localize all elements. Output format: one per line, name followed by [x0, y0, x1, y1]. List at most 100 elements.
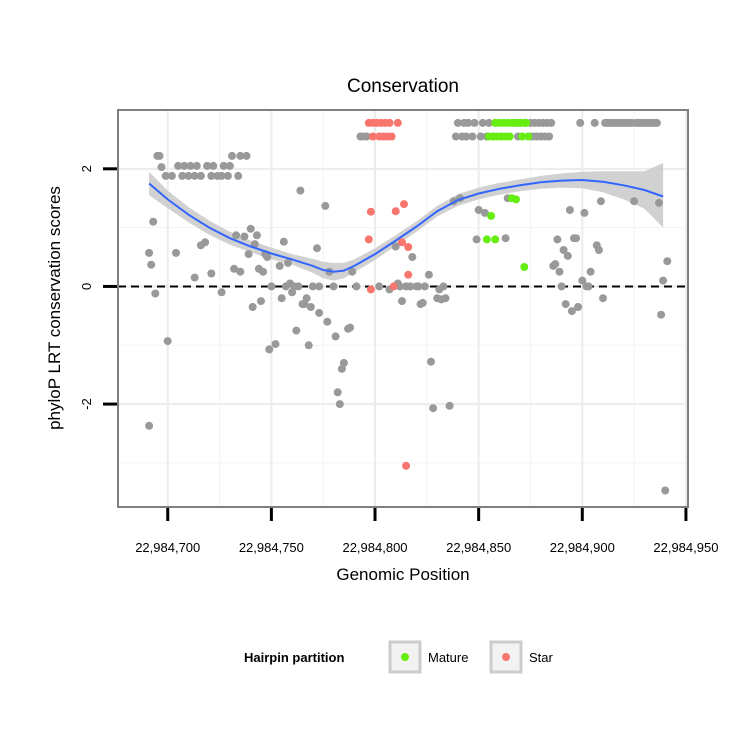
data-point-none — [594, 246, 603, 254]
data-point-none — [565, 206, 574, 214]
confidence-ribbon — [149, 162, 664, 281]
data-point-none — [155, 151, 164, 160]
data-point-none — [250, 240, 259, 249]
data-point-none — [279, 237, 288, 246]
data-point-star — [389, 282, 398, 291]
data-point-none — [468, 132, 477, 141]
data-point-none — [313, 244, 321, 253]
data-point-none — [559, 246, 568, 254]
data-point-none — [259, 267, 268, 276]
data-point-none — [333, 388, 342, 397]
data-point-none — [663, 257, 672, 266]
data-point-star — [398, 238, 406, 247]
data-point-none — [145, 248, 154, 257]
data-point-mature — [520, 263, 529, 271]
data-point-none — [657, 310, 666, 319]
data-point-star — [368, 132, 377, 141]
data-point-none — [462, 132, 471, 141]
data-point-none — [217, 288, 226, 297]
data-point-none — [296, 186, 305, 195]
smooth-trend-line — [148, 178, 664, 273]
data-point-none — [478, 118, 487, 127]
data-point-none — [275, 261, 284, 270]
data-point-mature — [505, 132, 514, 141]
x-tick-label: 22,984,700 — [135, 540, 200, 555]
data-point-none — [294, 282, 303, 291]
data-point-none — [472, 235, 481, 244]
data-point-none — [391, 242, 400, 251]
data-point-none — [398, 297, 406, 306]
x-tick-label: 22,984,900 — [550, 540, 615, 555]
data-point-none — [551, 260, 560, 269]
legend-swatch-star — [502, 653, 510, 661]
data-point-none — [331, 332, 340, 341]
data-point-none — [252, 231, 261, 240]
data-point-none — [178, 171, 187, 180]
data-point-star — [366, 207, 375, 216]
data-point-none — [476, 132, 485, 141]
data-point-none — [584, 282, 593, 291]
data-point-none — [659, 276, 668, 285]
plot-panel-border — [117, 109, 689, 508]
data-point-none — [248, 303, 257, 311]
data-point-none — [308, 282, 317, 291]
x-tick-label: 22,984,800 — [342, 540, 407, 555]
data-point-none — [418, 298, 427, 307]
data-point-mature — [491, 235, 500, 244]
y-tick-label: 0 — [79, 283, 94, 290]
data-point-none — [480, 208, 489, 217]
data-point-none — [321, 201, 330, 210]
legend-item-star: Star — [489, 640, 554, 674]
smooth-confidence-band — [149, 162, 664, 281]
data-point-none — [263, 253, 272, 261]
data-point-mature — [522, 118, 531, 127]
data-point-none — [217, 171, 226, 180]
data-point-none — [174, 161, 183, 170]
data-point-none — [157, 163, 166, 172]
data-point-star — [402, 461, 411, 470]
legend: Hairpin partition Mature Star — [244, 640, 554, 674]
data-point-none — [225, 161, 234, 170]
data-point-none — [474, 206, 483, 214]
chart-title: Conservation — [347, 76, 459, 97]
data-point-none — [151, 289, 160, 298]
data-point-none — [236, 151, 245, 160]
data-point-none — [424, 270, 433, 279]
data-point-none — [240, 232, 249, 241]
data-point-none — [453, 118, 462, 127]
data-point-none — [323, 317, 332, 326]
data-point-none — [464, 118, 473, 127]
data-point-mature — [524, 132, 533, 141]
data-point-none — [244, 250, 253, 259]
data-point-none — [147, 260, 156, 269]
x-tick-label: 22,984,850 — [446, 540, 511, 555]
data-point-star — [387, 132, 396, 141]
data-point-none — [596, 197, 605, 206]
data-point-none — [145, 421, 154, 430]
data-point-star — [385, 118, 394, 127]
data-point-none — [451, 132, 460, 141]
data-point-none — [408, 253, 417, 261]
data-point-none — [346, 323, 355, 332]
data-point-none — [445, 401, 454, 410]
data-point-none — [375, 282, 384, 291]
data-point-none — [184, 171, 193, 180]
data-point-none — [590, 118, 599, 127]
data-point-none — [284, 258, 292, 267]
data-point-none — [652, 118, 661, 127]
data-point-none — [352, 282, 361, 291]
data-point-none — [406, 282, 415, 291]
data-point-none — [439, 282, 448, 291]
data-point-none — [242, 151, 251, 160]
data-point-none — [302, 294, 311, 303]
data-point-none — [576, 118, 585, 127]
data-point-none — [228, 151, 236, 160]
legend-key-mature — [388, 640, 422, 674]
data-point-mature — [487, 211, 496, 220]
data-point-none — [277, 294, 286, 303]
data-point-none — [203, 161, 212, 170]
y-axis: -2 0 2 — [79, 165, 117, 410]
data-point-star — [391, 207, 400, 216]
y-axis-label: phyloP LRT conservation scores — [45, 186, 64, 430]
data-point-none — [190, 273, 199, 282]
